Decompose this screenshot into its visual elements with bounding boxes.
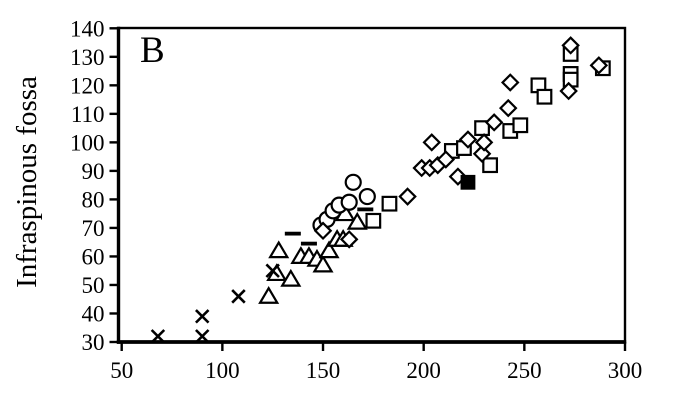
- marker-diamond: [472, 144, 492, 164]
- y-tick-label: 30: [82, 330, 105, 355]
- x-tick-label: 50: [110, 358, 133, 383]
- marker-diamond: [339, 230, 359, 249]
- x-tick-label: 100: [205, 358, 240, 383]
- marker-triangle: [258, 286, 280, 304]
- marker-triangle: [312, 254, 334, 273]
- y-tick-label: 130: [70, 45, 105, 70]
- marker-square: [482, 157, 499, 174]
- marker-square: [381, 195, 398, 212]
- x-tick-label: 300: [608, 358, 643, 383]
- marker-diamond: [500, 73, 520, 92]
- marker-square: [365, 212, 382, 229]
- plot-frame: [116, 26, 627, 344]
- data-points: [150, 36, 611, 344]
- y-tick-label: 80: [82, 187, 105, 212]
- marker-diamond: [313, 221, 333, 241]
- marker-diamond: [436, 150, 456, 169]
- y-tick-label: 50: [82, 273, 105, 298]
- marker-diamond: [398, 187, 417, 206]
- marker-diamond: [474, 133, 494, 152]
- marker-circle: [340, 193, 358, 211]
- marker-diamond: [561, 36, 580, 55]
- marker-diamond: [448, 167, 468, 186]
- marker-dash: [357, 207, 374, 212]
- marker-cross: [150, 329, 166, 344]
- y-tick-label: 110: [71, 102, 105, 127]
- plot-border: [117, 26, 627, 344]
- marker-cross: [195, 309, 210, 324]
- marker-triangle: [318, 240, 340, 259]
- marker-cross: [265, 263, 280, 278]
- panel-label: B: [140, 30, 165, 71]
- open-diamond-group: [313, 36, 609, 249]
- marker-square: [474, 120, 490, 137]
- x-tick-label: 200: [406, 358, 441, 383]
- marker-diamond: [498, 98, 518, 118]
- marker-triangle: [268, 240, 290, 259]
- marker-diamond: [589, 56, 609, 75]
- marker-diamond: [559, 81, 578, 101]
- y-tick-label: 60: [82, 244, 105, 269]
- marker-circle: [344, 173, 362, 191]
- marker-triangle: [346, 211, 368, 230]
- marker-cross: [195, 329, 210, 344]
- marker-diamond: [458, 130, 478, 149]
- marker-dash: [284, 231, 301, 236]
- open-triangle-group: [258, 203, 368, 304]
- axis-ticks: 30 40 50 60 70 80 90 100 110 120 130 140 50 100 150 200…: [70, 16, 642, 383]
- y-tick-label: 120: [70, 73, 105, 98]
- marker-triangle: [280, 268, 302, 287]
- dash-marker-group: [284, 207, 374, 246]
- marker-cross: [231, 289, 246, 304]
- marker-square: [536, 88, 553, 105]
- x-tick-label: 250: [507, 358, 542, 383]
- marker-circle: [358, 187, 376, 206]
- cross-group: [150, 263, 280, 344]
- y-tick-label: 100: [70, 130, 105, 155]
- marker-square: [512, 117, 529, 134]
- x-tick-label: 150: [306, 358, 341, 383]
- y-tick-label: 140: [70, 16, 105, 41]
- y-tick-label: 40: [82, 301, 105, 326]
- marker-diamond: [422, 133, 441, 152]
- y-tick-label: 70: [82, 216, 105, 241]
- y-axis-title: Infraspinous fossa: [11, 76, 43, 288]
- marker-dash: [300, 241, 317, 246]
- marker-filled-square: [460, 174, 476, 190]
- y-tick-label: 90: [82, 159, 105, 184]
- marker-diamond: [484, 113, 504, 132]
- filled-square-group: [460, 174, 476, 190]
